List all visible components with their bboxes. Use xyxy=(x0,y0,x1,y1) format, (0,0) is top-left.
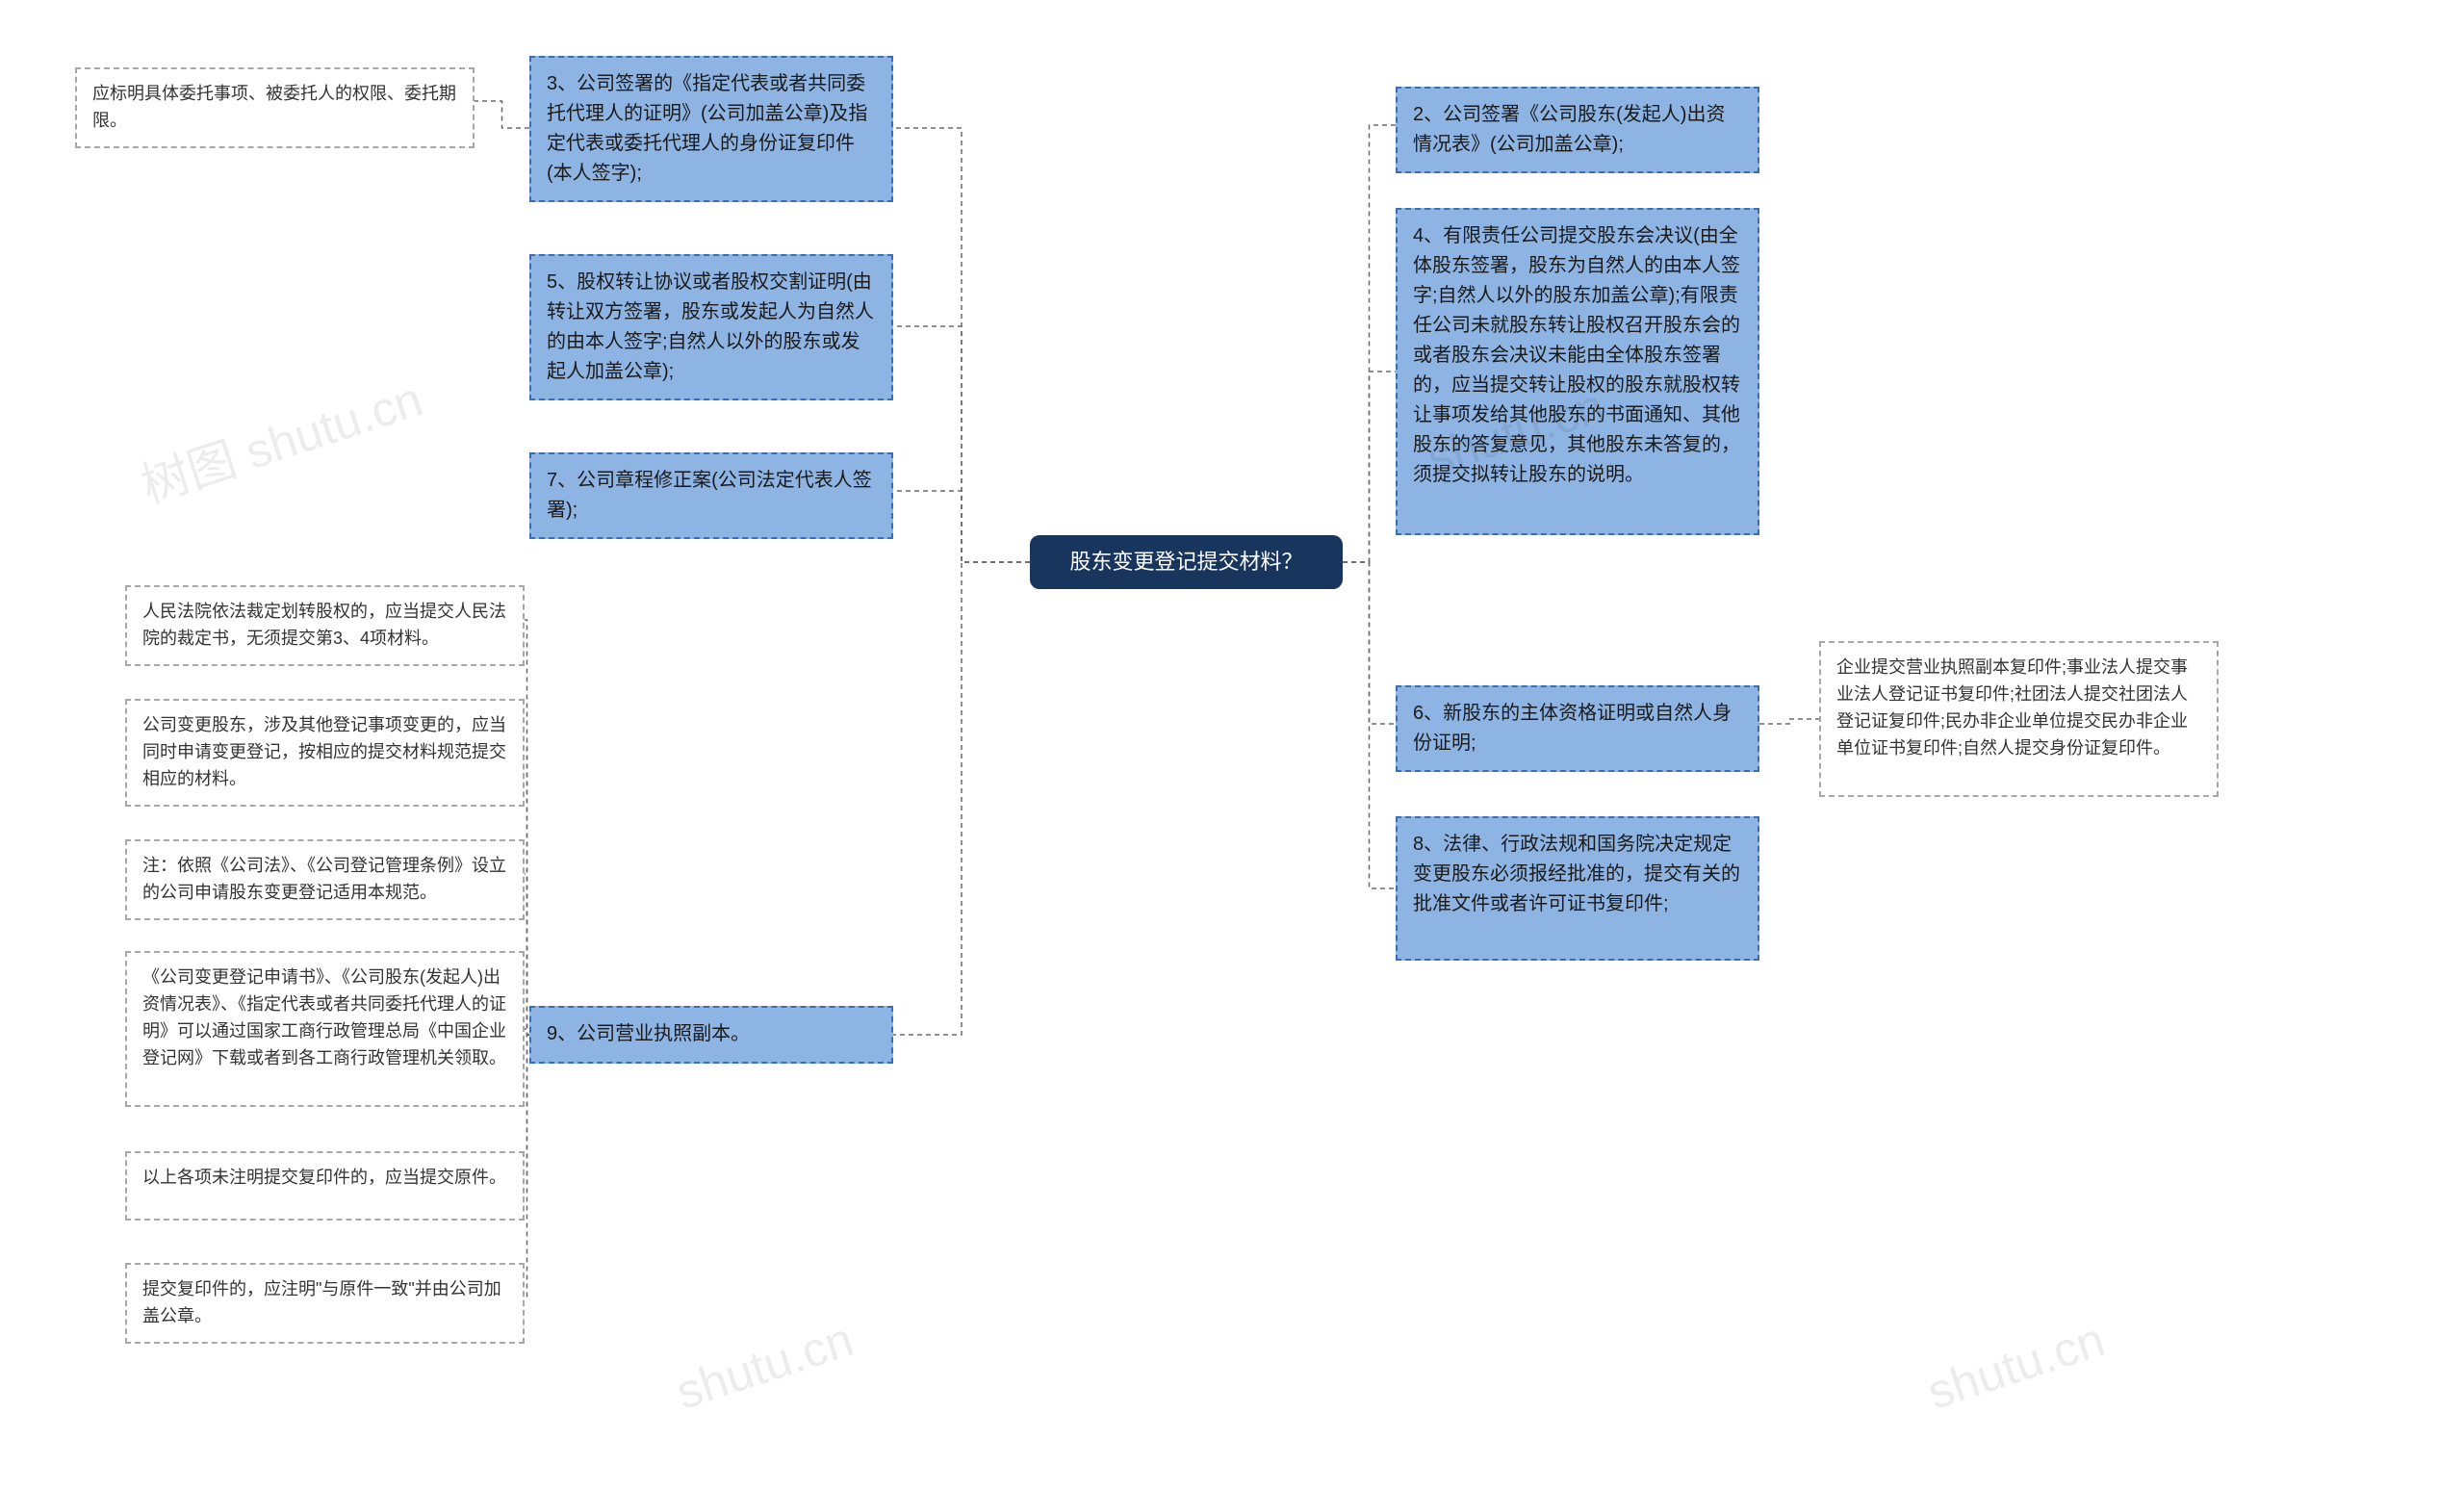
branch-b9: 9、公司营业执照副本。 xyxy=(529,1006,893,1064)
leaf-l9e: 以上各项未注明提交复印件的，应当提交原件。 xyxy=(125,1151,525,1221)
branch-b4: 4、有限责任公司提交股东会决议(由全体股东签署，股东为自然人的由本人签字;自然人… xyxy=(1396,208,1759,535)
watermark: shutu.cn xyxy=(1921,1311,2112,1421)
leaf-l9f: 提交复印件的，应注明"与原件一致"并由公司加盖公章。 xyxy=(125,1263,525,1344)
root-node: 股东变更登记提交材料？ xyxy=(1030,535,1343,589)
branch-b7: 7、公司章程修正案(公司法定代表人签署); xyxy=(529,452,893,539)
branch-b8: 8、法律、行政法规和国务院决定规定变更股东必须报经批准的，提交有关的批准文件或者… xyxy=(1396,816,1759,961)
watermark: shutu.cn xyxy=(670,1311,860,1421)
leaf-l9c: 注：依照《公司法》、《公司登记管理条例》设立的公司申请股东变更登记适用本规范。 xyxy=(125,839,525,920)
leaf-l9d: 《公司变更登记申请书》、《公司股东(发起人)出资情况表》、《指定代表或者共同委托… xyxy=(125,951,525,1107)
watermark: 树图 shutu.cn xyxy=(131,361,429,517)
branch-b5: 5、股权转让协议或者股权交割证明(由转让双方签署，股东或发起人为自然人的由本人签… xyxy=(529,254,893,400)
branch-b2: 2、公司签署《公司股东(发起人)出资情况表》(公司加盖公章); xyxy=(1396,87,1759,173)
leaf-l6a: 企业提交营业执照副本复印件;事业法人提交事业法人登记证书复印件;社团法人提交社团… xyxy=(1819,641,2219,797)
leaf-l9b: 公司变更股东，涉及其他登记事项变更的，应当同时申请变更登记，按相应的提交材料规范… xyxy=(125,699,525,807)
leaf-l3a: 应标明具体委托事项、被委托人的权限、委托期限。 xyxy=(75,67,475,148)
leaf-l9a: 人民法院依法裁定划转股权的，应当提交人民法院的裁定书，无须提交第3、4项材料。 xyxy=(125,585,525,666)
branch-b6: 6、新股东的主体资格证明或自然人身份证明; xyxy=(1396,685,1759,772)
branch-b3: 3、公司签署的《指定代表或者共同委托代理人的证明》(公司加盖公章)及指定代表或委… xyxy=(529,56,893,202)
